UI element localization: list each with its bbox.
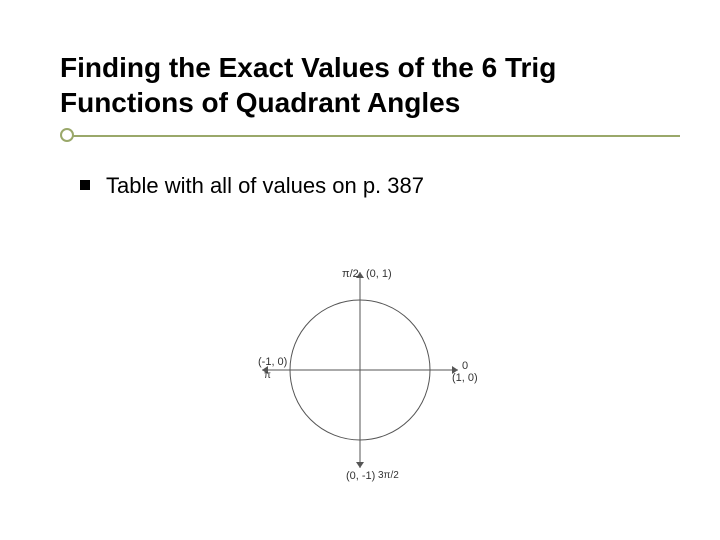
unit-circle-diagram: π/2 (0, 1) 0 (1, 0) (-1, 0) π (0, -1) 3π… [230,260,490,480]
label-right-angle: 0 [462,360,468,372]
slide: Finding the Exact Values of the 6 Trig F… [0,0,720,540]
underline-line [68,135,680,137]
label-top-coord: (0, 1) [366,268,392,280]
label-bottom-angle: 3π/2 [378,470,399,481]
slide-title: Finding the Exact Values of the 6 Trig F… [60,50,660,120]
label-left-angle: π [264,370,271,381]
underline-circle-icon [60,128,74,142]
label-left-coord: (-1, 0) [258,356,287,368]
label-top-angle: π/2 [342,268,359,280]
bullet-text: Table with all of values on p. 387 [106,172,424,201]
label-bottom-coord: (0, -1) [346,470,375,482]
bullet-icon [80,180,90,190]
bullet-item: Table with all of values on p. 387 [60,172,660,201]
label-right-coord: (1, 0) [452,372,478,384]
title-underline [60,128,660,144]
